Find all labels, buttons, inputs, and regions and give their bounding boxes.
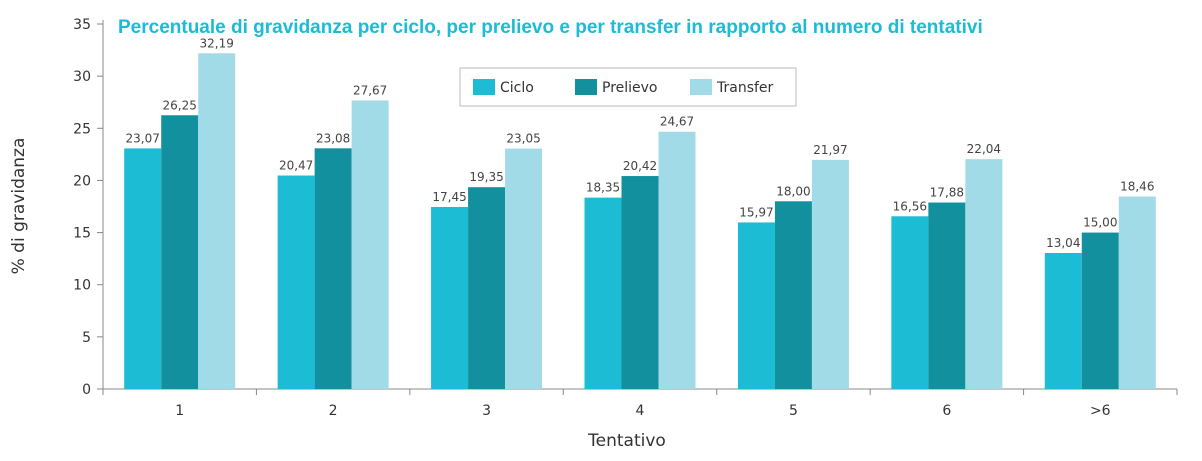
legend-entry: Transfer (716, 80, 774, 96)
bar (314, 148, 352, 389)
data-label: 19,35 (469, 170, 503, 184)
data-label: 22,04 (967, 142, 1001, 156)
y-tick-label: 20 (73, 173, 91, 189)
data-label: 20,47 (279, 159, 313, 173)
x-tick-label: 6 (942, 403, 951, 419)
data-label: 32,19 (200, 36, 234, 50)
bar (1044, 253, 1082, 389)
bar (928, 202, 966, 389)
bar (124, 148, 162, 389)
y-tick-label: 25 (73, 121, 91, 137)
bar (965, 159, 1003, 389)
x-tick-label: 3 (482, 403, 491, 419)
x-tick-label: 4 (636, 403, 645, 419)
bar (774, 201, 812, 389)
x-tick-label: >6 (1090, 403, 1111, 419)
y-tick-label: 0 (82, 382, 91, 398)
legend-entry: Prelievo (602, 80, 658, 96)
y-axis-label: % di gravidanza (9, 138, 29, 275)
bar (891, 216, 929, 389)
data-label: 17,45 (432, 190, 466, 204)
data-label: 18,00 (776, 184, 810, 198)
data-label: 23,07 (126, 131, 160, 145)
bar (811, 159, 849, 389)
y-tick-label: 5 (82, 330, 91, 346)
bar (468, 187, 506, 389)
bar (198, 53, 236, 389)
bar (1081, 232, 1119, 389)
bar (737, 222, 775, 389)
bar (431, 207, 469, 389)
y-tick-label: 30 (73, 69, 91, 85)
data-label: 23,05 (506, 132, 540, 146)
bar (161, 115, 199, 389)
bar (584, 197, 622, 389)
x-tick-label: 5 (789, 403, 798, 419)
data-label: 24,67 (660, 115, 694, 129)
legend-swatch (575, 79, 597, 95)
y-tick-label: 15 (73, 226, 91, 242)
data-label: 16,56 (893, 199, 927, 213)
y-tick-label: 10 (73, 278, 91, 294)
bar (277, 175, 315, 389)
data-label: 26,25 (163, 98, 197, 112)
bar (351, 100, 389, 389)
bar (1118, 196, 1156, 389)
data-label: 17,88 (930, 186, 964, 200)
bar (505, 148, 543, 389)
data-label: 27,67 (353, 83, 387, 97)
y-tick-label: 35 (73, 17, 91, 33)
legend-box (459, 67, 797, 107)
data-label: 21,97 (813, 143, 847, 157)
bar (621, 176, 659, 389)
legend-swatch (690, 79, 712, 95)
x-tick-label: 2 (329, 403, 338, 419)
legend-swatch (473, 79, 495, 95)
data-label: 18,46 (1120, 179, 1154, 193)
data-label: 20,42 (623, 159, 657, 173)
data-label: 18,35 (586, 181, 620, 195)
data-label: 15,00 (1083, 216, 1117, 230)
legend: Ciclo Prelievo Transfer (459, 67, 797, 107)
chart-title: Percentuale di gravidanza per ciclo, per… (118, 17, 983, 38)
x-tick-label: 1 (175, 403, 184, 419)
legend-entry: Ciclo (500, 80, 534, 96)
data-label: 15,97 (739, 205, 773, 219)
x-axis-label: Tentativo (587, 431, 666, 451)
bar (658, 131, 696, 389)
data-label: 13,04 (1046, 236, 1080, 250)
data-label: 23,08 (316, 131, 350, 145)
